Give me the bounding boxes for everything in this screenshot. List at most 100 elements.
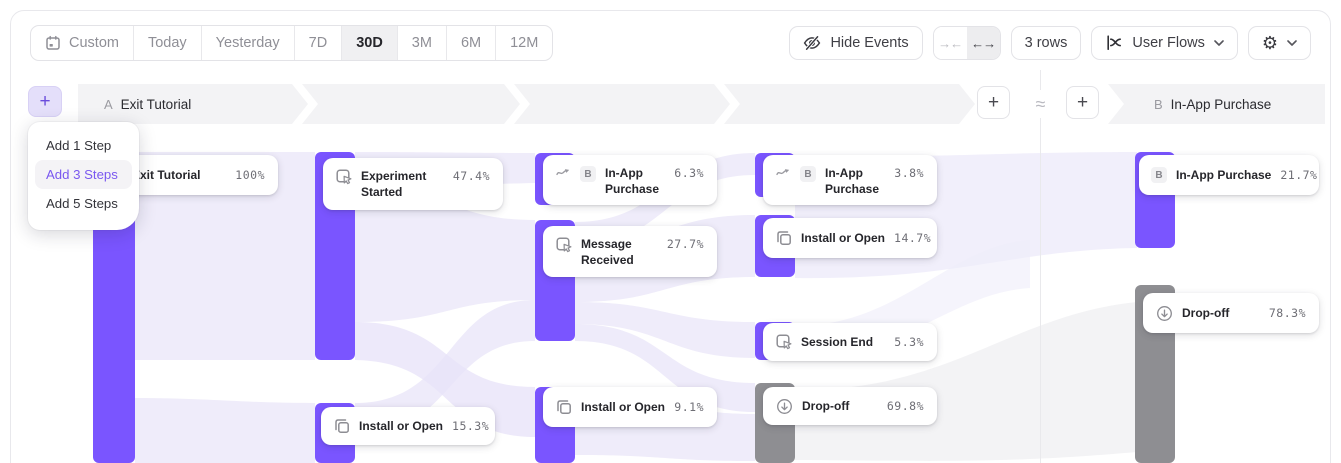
node-label: Install or Open: [359, 418, 444, 433]
step-header-a: A Exit Tutorial: [78, 84, 308, 124]
rows-label: 3 rows: [1024, 35, 1068, 51]
flow-b-badge: B: [1151, 167, 1167, 183]
step-header-segment: [724, 84, 975, 124]
plus-icon: +: [1076, 91, 1089, 113]
approx-glyph: ≈: [1035, 93, 1046, 114]
node-card-in-app-purchase[interactable]: B In-App Purchase 6.3%: [543, 155, 717, 205]
rows-button[interactable]: 3 rows: [1010, 26, 1082, 60]
node-value: 69.8%: [886, 399, 924, 413]
drop-off-icon: [776, 398, 793, 415]
node-value: 100%: [235, 168, 265, 182]
settings-button[interactable]: ⚙: [1247, 26, 1311, 60]
date-range-label: 12M: [510, 35, 539, 51]
add-step-after-button[interactable]: +: [977, 86, 1010, 119]
expand-arrows-icon: ←→: [971, 35, 996, 51]
node-card-message-received[interactable]: Message Received 27.7%: [543, 226, 717, 277]
node-card-drop-off-b[interactable]: Drop-off 78.3%: [1143, 293, 1319, 333]
hide-events-button[interactable]: Hide Events: [789, 26, 923, 60]
action-icon: [556, 237, 572, 253]
date-range-label: Custom: [69, 35, 119, 51]
chevron-down-icon: [1214, 40, 1224, 46]
flows-chart-icon: [1105, 34, 1123, 52]
date-range-3m[interactable]: 3M: [398, 26, 447, 60]
node-card-install-or-open[interactable]: Install or Open 14.7%: [763, 218, 937, 258]
action-icon: [776, 334, 792, 350]
node-value: 6.3%: [674, 166, 704, 180]
node-label: Install or Open: [801, 230, 886, 245]
node-value: 78.3%: [1268, 306, 1306, 320]
node-value: 3.8%: [894, 166, 924, 180]
goal-arrow-icon: [776, 166, 791, 178]
step-header-b: B In-App Purchase: [1108, 84, 1325, 124]
node-label: Drop-off: [1182, 305, 1230, 320]
menu-item-add-3-steps[interactable]: Add 3 Steps: [35, 160, 132, 189]
flow-b-badge: B: [580, 166, 596, 182]
flow-break-divider: [1040, 70, 1041, 463]
window-icon: [334, 418, 350, 434]
menu-item-add-5-steps[interactable]: Add 5 Steps: [46, 196, 118, 211]
node-label: In-App Purchase: [825, 166, 880, 197]
node-card-install-or-open[interactable]: Install or Open 15.3%: [321, 407, 495, 445]
node-value: 21.7%: [1280, 168, 1318, 182]
node-value: 15.3%: [452, 419, 490, 433]
node-label: In-App Purchase: [605, 166, 660, 197]
hide-events-label: Hide Events: [830, 35, 909, 51]
date-range-30d-selected[interactable]: 30D: [342, 26, 398, 60]
gear-icon: ⚙: [1261, 33, 1278, 53]
date-range-yesterday[interactable]: Yesterday: [202, 26, 295, 60]
node-label: Install or Open: [581, 399, 666, 414]
plus-icon: +: [987, 91, 1000, 113]
date-range-custom[interactable]: Custom: [31, 26, 134, 60]
node-card-exit-tutorial[interactable]: Exit Tutorial 100%: [116, 155, 278, 195]
date-range-label: 3M: [411, 35, 432, 51]
drop-off-icon: [1156, 305, 1173, 322]
node-label: Exit Tutorial: [132, 167, 201, 182]
node-label: Experiment Started: [361, 169, 427, 200]
date-range-7d[interactable]: 7D: [295, 26, 343, 60]
node-label: Session End: [801, 334, 874, 349]
node-value: 14.7%: [894, 231, 932, 245]
date-range-today[interactable]: Today: [134, 26, 202, 60]
window-icon: [776, 230, 792, 246]
toolbar-right-group: Hide Events →← ←→ 3 rows User Flows ⚙: [789, 26, 1311, 60]
flow-break-icon: ≈: [1029, 90, 1052, 118]
action-icon: [336, 169, 352, 185]
date-range-picker: Custom Today Yesterday 7D 30D 3M 6M 12M: [30, 25, 554, 61]
date-range-label: 6M: [460, 35, 482, 51]
window-icon: [556, 399, 572, 415]
add-step-button[interactable]: +: [28, 86, 62, 117]
flow-b-badge: B: [800, 166, 816, 182]
plus-icon: +: [39, 90, 51, 112]
node-label: Message Received: [581, 237, 634, 268]
date-range-label: 30D: [356, 35, 383, 51]
node-value: 27.7%: [666, 237, 704, 251]
menu-item-add-1-step[interactable]: Add 1 Step: [46, 138, 112, 153]
node-value: 5.3%: [894, 335, 924, 349]
node-card-session-end[interactable]: Session End 5.3%: [763, 323, 937, 361]
spacing-toggle: →← ←→: [932, 26, 1001, 60]
node-card-install-or-open[interactable]: Install or Open 9.1%: [543, 387, 717, 427]
node-card-in-app-purchase[interactable]: B In-App Purchase 3.8%: [763, 155, 937, 205]
add-step-before-b-button[interactable]: +: [1066, 86, 1099, 119]
toolbar: Custom Today Yesterday 7D 30D 3M 6M 12M …: [30, 25, 1311, 61]
collapse-columns-button[interactable]: →←: [933, 27, 967, 59]
date-range-12m[interactable]: 12M: [496, 26, 552, 60]
view-label: User Flows: [1132, 35, 1205, 51]
date-range-6m[interactable]: 6M: [447, 26, 497, 60]
date-range-label: Yesterday: [215, 35, 280, 51]
node-card-experiment-started[interactable]: Experiment Started 47.4%: [323, 158, 503, 210]
collapse-arrows-icon: →←: [938, 35, 963, 51]
node-card-in-app-purchase-b[interactable]: B In-App Purchase 21.7%: [1139, 155, 1319, 195]
view-selector-button[interactable]: User Flows: [1091, 26, 1238, 60]
node-value: 47.4%: [452, 169, 490, 183]
node-card-drop-off[interactable]: Drop-off 69.8%: [763, 387, 937, 425]
node-label: In-App Purchase: [1176, 167, 1272, 182]
flow-a-letter: A: [104, 96, 113, 112]
add-steps-menu: Add 1 Step Add 3 Steps Add 5 Steps: [28, 122, 139, 230]
step-header-segment: [514, 84, 730, 124]
date-range-label: 7D: [308, 35, 328, 51]
expand-columns-button[interactable]: ←→: [966, 27, 1000, 59]
flow-a-title: Exit Tutorial: [120, 96, 192, 112]
date-range-label: Today: [147, 35, 187, 51]
